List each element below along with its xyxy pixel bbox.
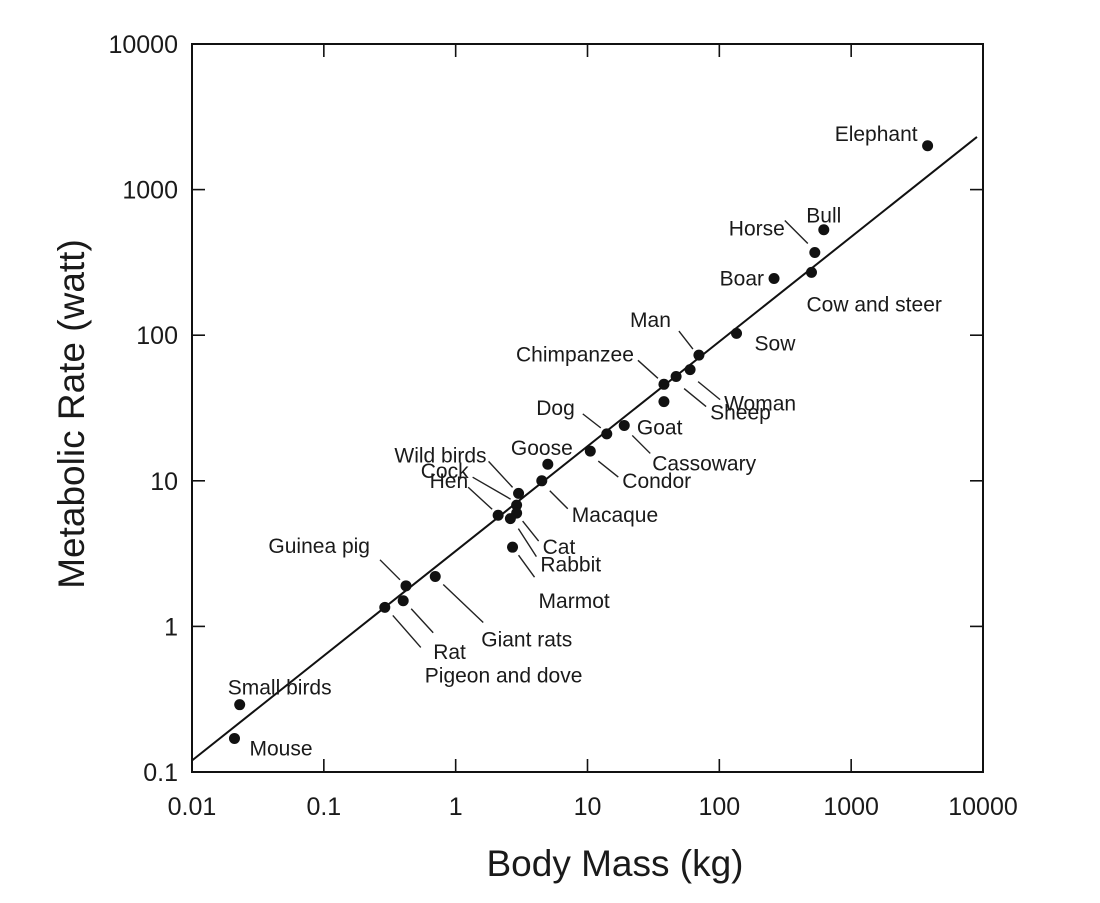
label-small-birds: Small birds [228,677,332,700]
point-pigeon-and-dove [379,601,391,613]
point-goose [542,458,554,470]
label-giant-rats: Giant rats [481,629,572,652]
label-elephant: Elephant [835,123,918,146]
point-macaque [536,475,548,487]
label-pigeon-and-dove: Pigeon and dove [425,664,583,687]
point-goat [658,396,670,408]
label-rat: Rat [433,641,466,664]
leader-chimpanzee [637,359,659,379]
leader-condor [597,460,619,478]
leader-man [678,330,694,350]
point-bull [818,224,830,236]
y-tick-label: 1000 [122,177,178,205]
point-guinea-pig [400,580,412,592]
label-goat: Goat [637,417,683,440]
point-woman [684,364,696,376]
label-rabbit: Rabbit [540,554,601,577]
point-horse [809,246,821,258]
point-dog [601,428,613,440]
label-goose: Goose [511,437,573,460]
label-sow: Sow [755,332,797,355]
label-cow-and-steer: Cow and steer [806,293,941,316]
y-tick-label: 1 [164,613,178,641]
leader-horse [784,219,809,244]
fit-line [191,136,978,762]
y-tick-label: 100 [136,322,178,350]
point-condor [584,445,596,457]
y-tick-label: 10000 [108,31,178,59]
label-hen: Hen [430,470,469,493]
label-chimpanzee: Chimpanzee [516,343,634,366]
point-elephant [922,140,934,152]
point-marmot [507,541,519,553]
point-boar [768,273,780,285]
y-tick-label: 0.1 [143,759,178,787]
dot-layer [228,140,934,744]
leader-rat [410,608,434,634]
leader-macaque [549,490,569,510]
point-giant-rats [429,571,441,583]
point-cassowary [618,419,630,431]
leader-rabbit [517,528,537,557]
y-tick-label: 10 [150,468,178,496]
x-tick-label: 10 [574,793,602,821]
leader-hen [467,486,493,510]
plot-frame [191,43,984,773]
x-tick-label: 100 [698,793,740,821]
label-marmot: Marmot [539,590,610,613]
leader-cat [522,520,540,542]
point-cock [511,499,523,511]
label-layer: Elephant Bull Horse Cow and steer Boar Sow Man… [228,123,942,761]
leader-cock [472,476,511,500]
leader-woman [697,381,721,401]
x-tick-label: 1000 [823,793,879,821]
x-axis-title: Body Mass (kg) [486,843,743,884]
label-guinea-pig: Guinea pig [268,535,370,558]
label-cassowary: Cassowary [652,452,756,475]
label-cat: Cat [543,536,576,559]
point-sow [731,327,743,339]
x-tick-label: 1 [449,793,463,821]
leader-giant-rats [442,584,484,624]
leader-pigeon-and-dove [392,614,422,648]
label-sheep: Sheep [710,402,771,425]
point-wild-birds [513,487,525,499]
label-boar: Boar [720,268,764,291]
label-cock: Cock [421,460,469,483]
label-man: Man [630,309,671,332]
point-rat [397,595,409,607]
leader-marmot [517,554,536,578]
point-rabbit [504,513,516,525]
x-tick-label: 0.1 [306,793,341,821]
leader-cassowary [631,434,651,454]
leader-guinea-pig [379,559,401,581]
ticks-layer: 0.01 0.1 1 10 100 1000 10000 0.1 1 10 100 1000 10000 [108,31,1017,821]
label-dog: Dog [536,397,575,420]
leader-layer [379,219,809,648]
label-mouse: Mouse [249,737,312,760]
label-horse: Horse [729,217,785,240]
point-cow-and-steer [805,266,817,278]
label-macaque: Macaque [572,504,658,527]
point-mouse [228,732,240,744]
label-condor: Condor [622,470,691,493]
leader-sheep [683,388,707,408]
point-man [693,349,705,361]
y-axis-title: Metabolic Rate (watt) [51,239,92,589]
point-hen [492,509,504,521]
point-sheep [670,371,682,383]
label-wild-birds: Wild birds [394,444,486,467]
point-chimpanzee [658,378,670,390]
leader-wild-birds [488,460,514,488]
point-small-birds [234,699,246,711]
fit-layer [191,136,978,762]
x-tick-label: 0.01 [168,793,217,821]
x-tick-label: 10000 [948,793,1018,821]
leader-dog [582,413,602,429]
label-bull: Bull [806,205,841,228]
label-woman: Woman [724,393,796,416]
